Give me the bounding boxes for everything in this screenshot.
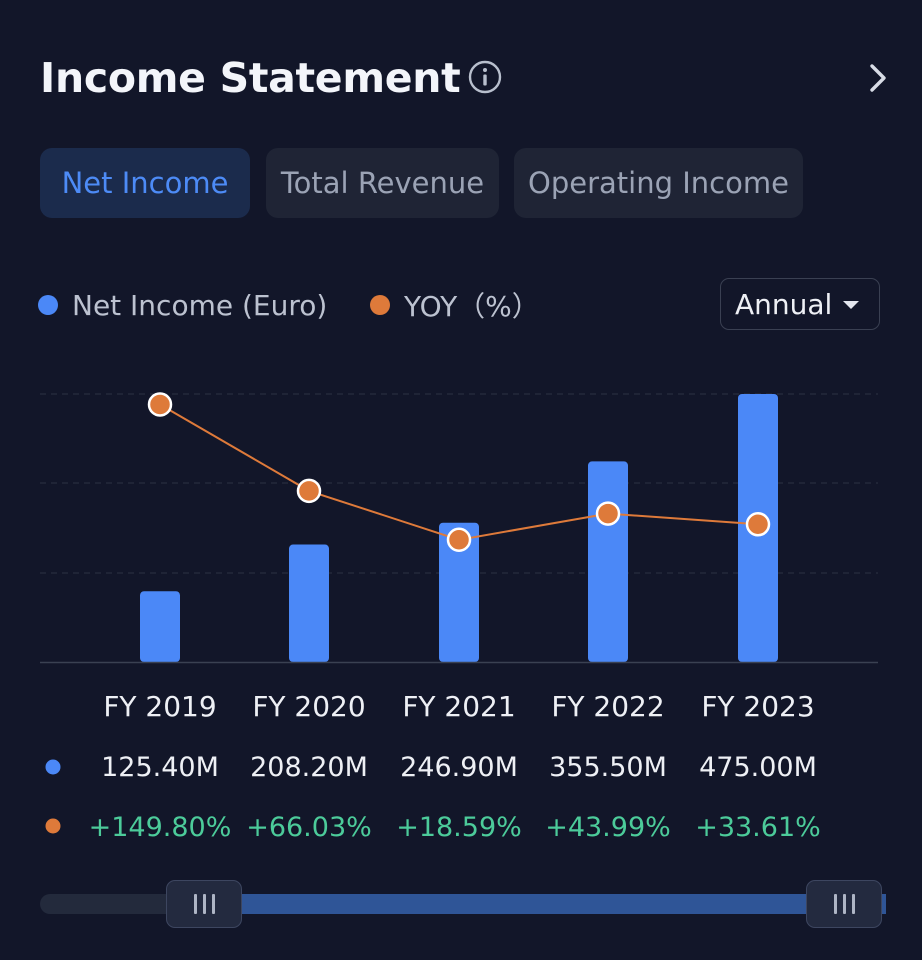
period-select-value: Annual [735, 287, 833, 321]
yoy-value-label: +43.99% [545, 812, 671, 843]
grip-line [193, 894, 197, 914]
yoy-value-label: +18.59% [396, 812, 522, 843]
bar-fy-2020[interactable] [289, 544, 329, 662]
legend-label-net-income: Net Income (Euro) [72, 288, 328, 322]
legend-net-income[interactable]: Net Income (Euro) [38, 282, 327, 328]
legend-yoy[interactable]: YOY（%） [370, 282, 540, 328]
tab-total-revenue[interactable]: Total Revenue [266, 148, 499, 218]
net-income-value-label: 246.90M [400, 752, 518, 783]
grip-line [211, 894, 215, 914]
grip-line [842, 894, 846, 914]
yoy-value-label: +33.61% [695, 812, 821, 843]
yoy-point-fy-2023[interactable] [745, 512, 771, 537]
bar-fy-2021[interactable] [439, 522, 479, 662]
x-tick-label: FY 2022 [551, 690, 664, 723]
bar-fy-2022[interactable] [588, 461, 628, 662]
net-income-value-label: 125.40M [101, 752, 219, 783]
x-tick-label: FY 2023 [701, 690, 814, 723]
caret-down-icon [843, 301, 859, 309]
header: Income Statement [40, 50, 890, 106]
net-income-value-label: 475.00M [699, 752, 817, 783]
income-chart: FY 2019 FY 2020 FY 2021 FY 2022 FY 2023 125.4… [40, 392, 878, 843]
yoy-point-fy-2020[interactable] [296, 478, 322, 504]
chevron-right-icon[interactable] [866, 58, 890, 98]
page-title: Income Statement [40, 54, 461, 102]
period-select[interactable]: Annual [720, 278, 880, 330]
yoy-value-label: +149.80% [89, 812, 232, 843]
row-dot-net-income [45, 759, 61, 775]
net-income-value-label: 208.20M [250, 752, 368, 783]
range-slider[interactable] [40, 880, 886, 928]
yoy-point-fy-2022[interactable] [595, 501, 621, 526]
grip-line [833, 894, 837, 914]
x-tick-label: FY 2019 [103, 690, 216, 723]
tab-operating-income[interactable]: Operating Income [514, 148, 803, 218]
yoy-point-fy-2021[interactable] [446, 527, 472, 553]
info-icon[interactable] [468, 60, 502, 94]
legend-dot-bar [38, 295, 58, 315]
grip-line [851, 894, 855, 914]
grip-line [202, 894, 206, 914]
yoy-value-label: +66.03% [246, 812, 372, 843]
net-income-value-label: 355.50M [549, 752, 667, 783]
range-slider-selection[interactable] [206, 894, 886, 914]
yoy-series-line [159, 403, 759, 541]
row-dot-yoy [45, 818, 61, 834]
bar-fy-2019[interactable] [140, 591, 180, 662]
tab-net-income[interactable]: Net Income [40, 148, 250, 218]
legend-dot-line [370, 295, 390, 315]
x-tick-label: FY 2021 [402, 690, 515, 723]
range-slider-left-handle[interactable] [166, 880, 242, 928]
range-slider-right-handle[interactable] [806, 880, 882, 928]
legend-label-yoy: YOY（%） [404, 290, 540, 323]
x-tick-label: FY 2020 [252, 690, 365, 723]
yoy-point-fy-2019[interactable] [147, 392, 173, 417]
